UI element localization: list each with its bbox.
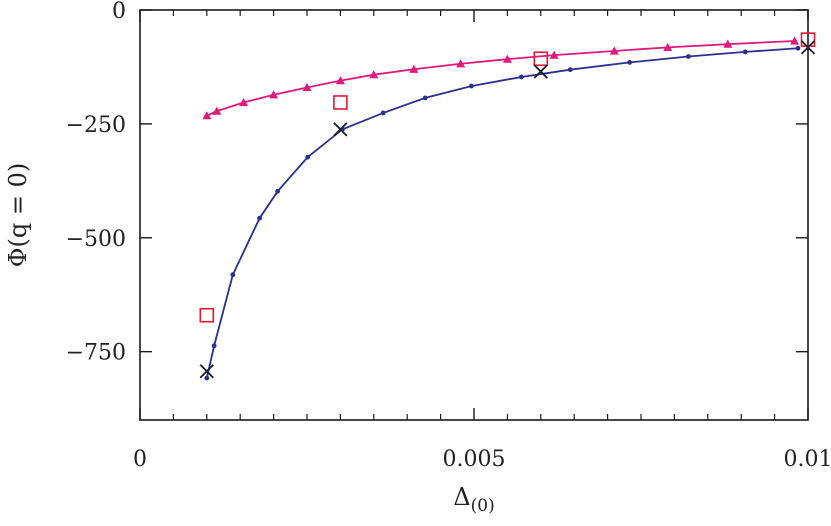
x-axis-label: Δ(0)	[453, 483, 494, 516]
series-line	[205, 47, 799, 379]
axis-ticks: 0 0.005 0.01 0 −250 −500 −750	[66, 0, 831, 472]
cross-point-stroke	[533, 64, 548, 79]
triangle-point	[202, 111, 212, 120]
triangle-point	[790, 36, 800, 45]
dot-point	[257, 215, 262, 221]
dot-point	[380, 110, 386, 116]
series-cross	[199, 40, 816, 379]
triangle-point	[369, 70, 379, 79]
triangle-point	[609, 46, 619, 55]
dot-point	[567, 67, 573, 73]
x-tick-label: 0.01	[784, 447, 831, 472]
cross-point-stroke	[199, 364, 214, 379]
y-tick-label: −500	[66, 227, 126, 252]
y-axis-label: Φ(q = 0)	[4, 163, 32, 267]
dot-point	[468, 83, 474, 89]
dot-point	[275, 188, 281, 194]
series-triangle-line	[202, 36, 800, 120]
dot-point	[204, 375, 210, 381]
series-layer	[199, 32, 816, 381]
series-dot-line	[204, 45, 801, 381]
y-tick-label: −250	[66, 113, 126, 138]
triangle-point	[302, 82, 312, 92]
triangle-point	[663, 42, 673, 51]
x-tick-label: 0.005	[443, 447, 506, 472]
dot-point	[230, 272, 236, 278]
x-tick-label: 0	[133, 447, 147, 472]
dot-point	[627, 59, 633, 65]
cross-point-stroke	[800, 40, 816, 55]
triangle-point	[335, 76, 345, 85]
triangle-point	[549, 50, 559, 59]
series-open-square	[199, 32, 816, 323]
cross-point-stroke	[333, 122, 348, 137]
series-line	[206, 40, 795, 117]
triangle-point	[456, 59, 466, 68]
dot-point	[422, 95, 428, 101]
y-tick-label: 0	[112, 0, 126, 24]
dot-point	[211, 343, 217, 349]
dot-point	[519, 74, 524, 80]
triangle-point	[409, 64, 419, 73]
dot-point	[795, 45, 801, 51]
triangle-point	[269, 90, 279, 99]
triangle-point	[723, 39, 733, 48]
y-tick-label: −750	[66, 341, 126, 366]
square-point	[533, 51, 549, 67]
square-point	[199, 307, 215, 323]
dot-point	[686, 54, 691, 59]
triangle-point	[212, 106, 222, 115]
plot-frame	[139, 9, 809, 421]
triangle-point	[239, 97, 249, 107]
dot-point	[742, 49, 748, 55]
square-point	[333, 95, 348, 110]
dot-point	[305, 154, 311, 160]
triangle-point	[502, 54, 512, 63]
